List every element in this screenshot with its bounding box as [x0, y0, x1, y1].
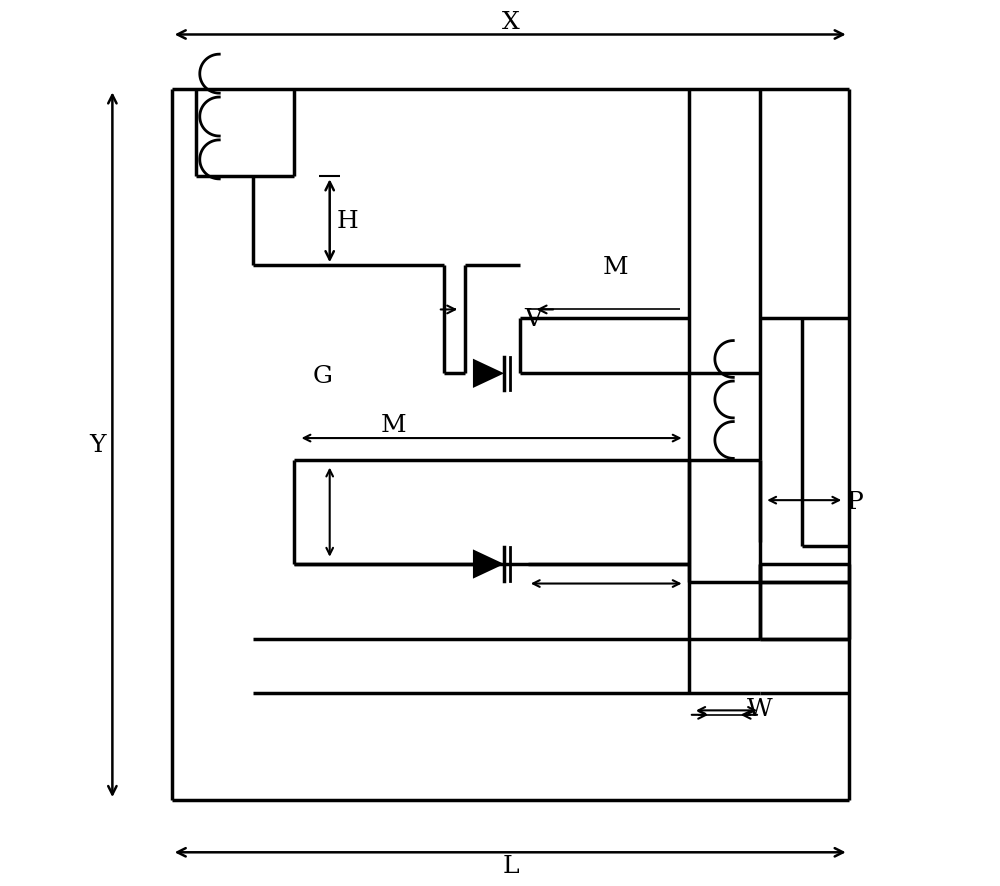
Text: M: M — [381, 414, 406, 437]
Text: G: G — [313, 365, 333, 388]
Text: L: L — [502, 854, 519, 877]
Text: M: M — [602, 256, 628, 279]
Text: W: W — [747, 697, 773, 720]
Text: P: P — [846, 491, 863, 514]
Text: X: X — [502, 11, 520, 34]
Text: V: V — [525, 307, 543, 330]
Polygon shape — [473, 549, 504, 579]
Text: H: H — [337, 210, 358, 233]
Polygon shape — [473, 360, 504, 388]
Text: Y: Y — [89, 433, 106, 456]
